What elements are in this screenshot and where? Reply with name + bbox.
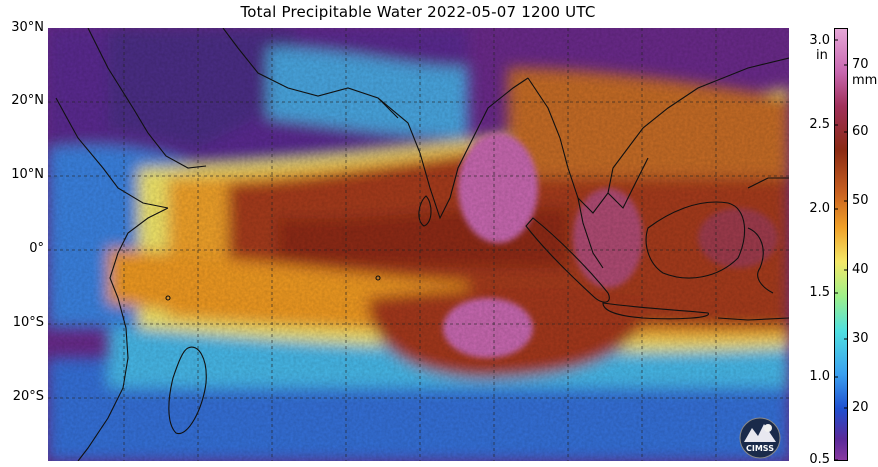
lat-lon-grid <box>48 28 789 461</box>
lat-label-20n: 20°N <box>11 93 44 108</box>
cimss-logo: CIMSS <box>739 417 781 459</box>
map-title: Total Precipitable Water 2022-05-07 1200… <box>240 3 596 21</box>
colorbar-in-tick-1-0: 1.0 <box>809 369 830 384</box>
precipitable-water-map: CIMSS <box>48 28 789 461</box>
cimss-logo-text: CIMSS <box>746 444 774 453</box>
colorbar-mm-tick-40: 40 <box>852 262 869 277</box>
colorbar-in-tick-3-0: 3.0 <box>809 33 830 48</box>
colorbar-mm-tick-50: 50 <box>852 193 869 208</box>
lat-label-10n: 10°N <box>11 167 44 182</box>
colorbar-gradient <box>834 28 848 461</box>
lat-label-30n: 30°N <box>11 20 44 35</box>
colorbar-inch-unit: in <box>816 48 828 63</box>
moisture-field <box>48 28 789 461</box>
colorbar <box>834 28 848 461</box>
coastlines <box>55 28 789 461</box>
colorbar-mm-tick-70: 70 <box>852 57 869 72</box>
lat-label-10s: 10°S <box>12 315 44 330</box>
colorbar-in-tick-0-5: 0.5 <box>809 452 830 467</box>
colorbar-mm-tick-30: 30 <box>852 331 869 346</box>
colorbar-in-tick-2-5: 2.5 <box>809 117 830 132</box>
lat-label-equator: 0° <box>29 241 44 256</box>
map-canvas: CIMSS <box>48 28 789 461</box>
colorbar-in-tick-2-0: 2.0 <box>809 201 830 216</box>
colorbar-mm-tick-20: 20 <box>852 400 869 415</box>
lat-label-20s: 20°S <box>12 389 44 404</box>
colorbar-in-tick-1-5: 1.5 <box>809 285 830 300</box>
colorbar-mm-unit: mm <box>852 73 878 88</box>
colorbar-mm-tick-60: 60 <box>852 124 869 139</box>
